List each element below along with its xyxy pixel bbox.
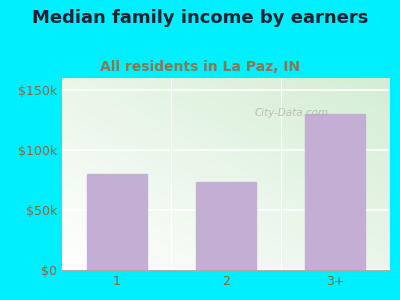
Text: Median family income by earners: Median family income by earners [32, 9, 368, 27]
Bar [305, 114, 366, 270]
Bar [196, 182, 256, 270]
Text: All residents in La Paz, IN: All residents in La Paz, IN [100, 60, 300, 74]
Bar [86, 174, 147, 270]
Text: City-Data.com: City-Data.com [254, 108, 329, 118]
